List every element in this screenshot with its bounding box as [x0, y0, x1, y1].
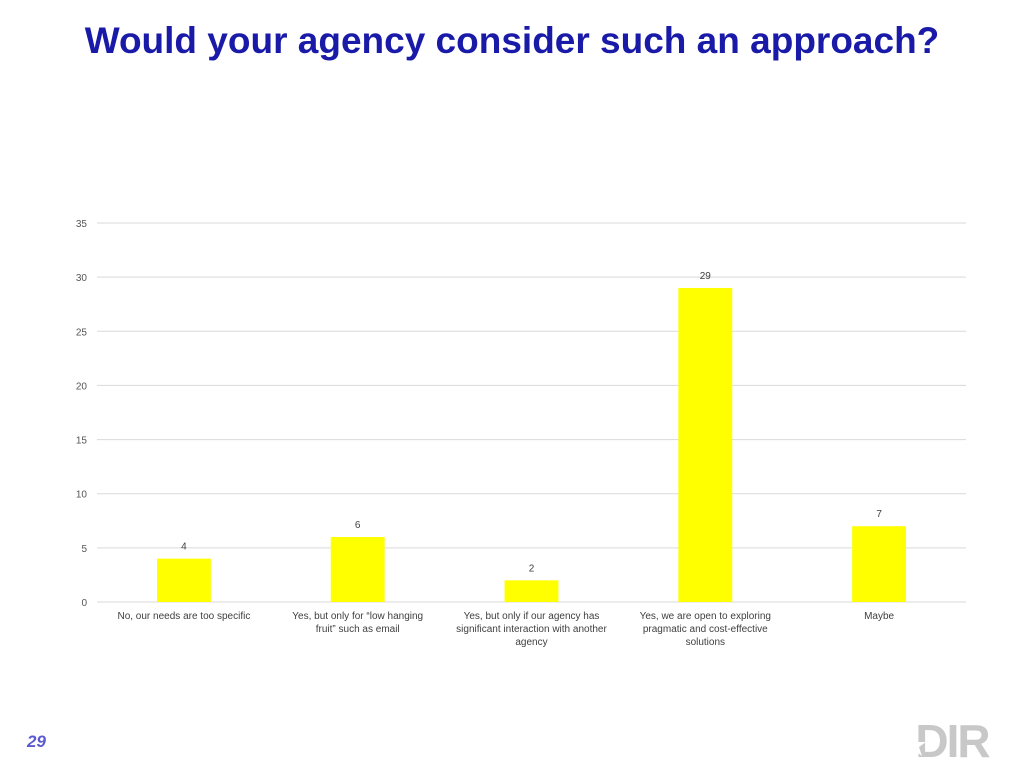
data-label: 29: [700, 271, 712, 282]
page-number: 29: [27, 732, 46, 751]
y-tick-label: 25: [76, 327, 88, 338]
bar-chart: 0 5 10 15 20 25 30 35 4 No, our needs are too spe…: [76, 219, 966, 648]
y-tick-label: 35: [76, 219, 88, 230]
y-tick-label: 5: [81, 544, 87, 555]
x-category-label: Yes, we are open to exploring pragmatic a…: [640, 611, 771, 648]
y-tick-label: 20: [76, 381, 88, 392]
dir-logo-text: DIR: [915, 716, 990, 762]
bar: [852, 526, 907, 602]
y-tick-label: 10: [76, 490, 88, 501]
bar: [330, 537, 385, 602]
x-category-label: Maybe: [864, 611, 894, 622]
x-category-label: No, our needs are too specific: [117, 611, 250, 622]
slide-title: Would your agency consider such an appro…: [84, 20, 940, 61]
x-category-label: Yes, but only if our agency has significa…: [456, 611, 607, 648]
data-label: 2: [529, 563, 535, 574]
y-tick-label: 15: [76, 436, 88, 447]
star-icon: [902, 734, 926, 756]
y-tick-label: 30: [76, 273, 88, 284]
y-tick-label: 0: [81, 598, 87, 609]
bar: [678, 287, 733, 602]
dir-logo: DIR: [902, 716, 992, 762]
x-category-label: Yes, but only for “low hanging fruit” suc…: [292, 611, 423, 635]
data-label: 4: [181, 542, 187, 553]
data-label: 6: [355, 520, 361, 531]
bar: [504, 580, 559, 602]
bar: [156, 558, 211, 602]
data-label: 7: [876, 509, 882, 520]
